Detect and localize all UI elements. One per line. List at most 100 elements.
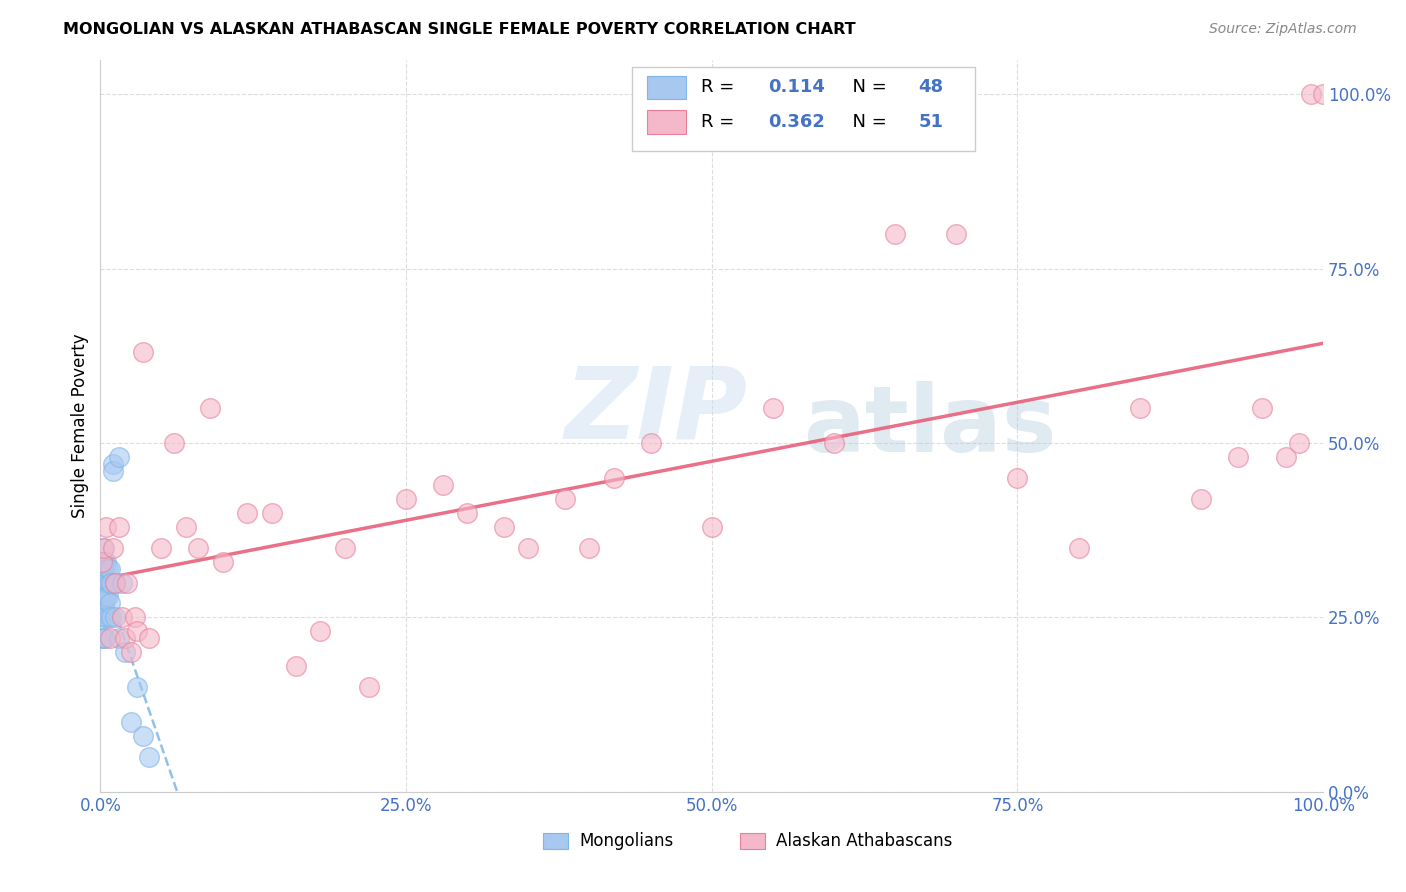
Point (359, 680, 381, 694)
Point (104, 610, 127, 624)
Point (96, 520, 118, 534)
Point (174, 520, 197, 534)
Text: N =: N = (841, 78, 893, 96)
Point (98, 597, 121, 611)
Point (187, 541, 209, 555)
Point (309, 624, 332, 639)
Point (125, 624, 148, 639)
Point (94, 590, 117, 604)
Point (94, 632, 117, 646)
Point (1299, 87, 1322, 102)
Point (101, 464, 124, 478)
Point (1226, 450, 1249, 464)
Point (101, 541, 124, 555)
Point (124, 610, 146, 624)
Text: Mongolians: Mongolians (579, 831, 673, 850)
Text: atlas: atlas (803, 381, 1057, 471)
Text: 48: 48 (918, 78, 943, 96)
Point (111, 610, 134, 624)
Point (163, 436, 186, 450)
Point (285, 659, 308, 673)
Point (492, 520, 515, 534)
Point (97, 590, 120, 604)
Point (1129, 401, 1152, 416)
Point (90, 582, 112, 597)
Point (91, 555, 114, 569)
Point (1312, 87, 1334, 102)
Point (1189, 491, 1212, 506)
Point (93, 632, 115, 646)
Text: 51: 51 (918, 112, 943, 131)
Point (101, 457, 124, 471)
Point (150, 541, 173, 555)
Point (93, 597, 115, 611)
Point (700, 520, 723, 534)
Text: R =: R = (700, 78, 740, 96)
Point (138, 749, 160, 764)
Point (132, 345, 155, 359)
Point (94, 561, 117, 575)
Point (100, 575, 122, 590)
Point (211, 555, 233, 569)
Point (96, 590, 118, 604)
Point (90, 632, 112, 646)
Point (93, 568, 115, 582)
Text: ZIP: ZIP (565, 362, 748, 459)
Point (96, 555, 118, 569)
Y-axis label: Single Female Poverty: Single Female Poverty (72, 334, 89, 518)
Point (100, 610, 122, 624)
Point (93, 541, 115, 555)
Point (98, 632, 121, 646)
Point (260, 506, 283, 520)
Point (91, 568, 114, 582)
Point (603, 471, 626, 485)
Point (200, 401, 222, 416)
Point (132, 729, 155, 743)
Point (111, 575, 134, 590)
Text: Source: ZipAtlas.com: Source: ZipAtlas.com (1209, 22, 1357, 37)
Point (884, 227, 907, 241)
Point (90, 575, 112, 590)
Point (90, 555, 112, 569)
Point (333, 541, 356, 555)
Point (640, 436, 662, 450)
Point (138, 632, 160, 646)
Point (90, 597, 112, 611)
Text: Alaskan Athabascans: Alaskan Athabascans (776, 831, 953, 850)
Point (236, 506, 259, 520)
FancyBboxPatch shape (647, 76, 686, 99)
Point (90, 590, 112, 604)
Text: R =: R = (700, 112, 740, 131)
Text: 0.114: 0.114 (768, 78, 825, 96)
Point (91, 590, 114, 604)
Point (93, 555, 115, 569)
Point (91, 575, 114, 590)
Point (945, 227, 967, 241)
Point (823, 436, 845, 450)
Point (432, 478, 454, 492)
Point (91, 541, 114, 555)
FancyBboxPatch shape (633, 67, 974, 151)
Point (90, 555, 112, 569)
Point (98, 561, 121, 575)
Point (97, 561, 120, 575)
Point (117, 575, 139, 590)
Point (96, 610, 118, 624)
Point (762, 401, 785, 416)
Point (517, 541, 540, 555)
Point (93, 610, 115, 624)
Point (1275, 450, 1298, 464)
Point (114, 645, 136, 659)
Point (107, 632, 129, 646)
Point (1251, 401, 1274, 416)
Point (120, 714, 142, 729)
Point (578, 541, 600, 555)
Point (91, 603, 114, 617)
Point (107, 520, 129, 534)
Point (104, 575, 127, 590)
Text: N =: N = (841, 112, 893, 131)
Point (125, 680, 148, 694)
Point (96, 575, 118, 590)
Point (93, 582, 115, 597)
Point (1288, 436, 1310, 450)
